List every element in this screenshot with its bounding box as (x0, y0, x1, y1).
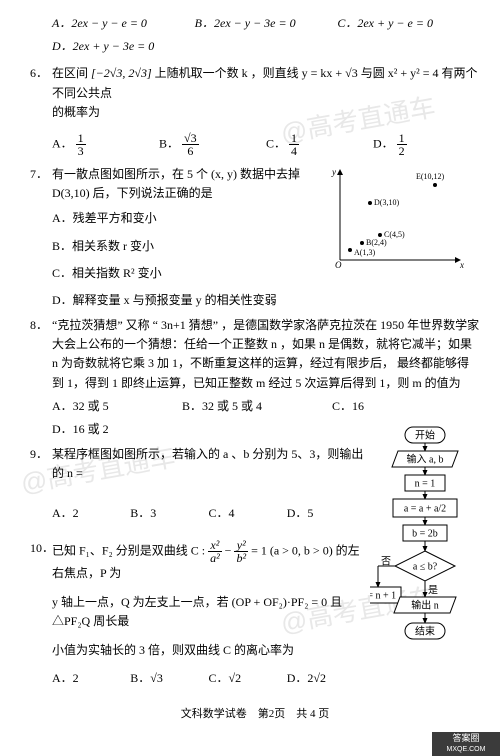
q10-line1: 已知 F₁、F₂ 分别是双曲线 C : x²a² − y²b² = 1 (a >… (52, 539, 365, 583)
flow-init: n = 1 (415, 478, 436, 489)
x-axis-label: x (459, 260, 464, 270)
q5-option-d: D．2ex + y − 3e = 0 (30, 37, 480, 56)
flow-step-a: a = a + a/2 (404, 503, 446, 514)
q6-a-den: 3 (76, 145, 86, 157)
q10-option-b: B．√3 (130, 669, 208, 688)
q10-option-c: C．√2 (209, 669, 287, 688)
q6-b-num: √3 (182, 132, 199, 145)
y-axis-label: y (331, 167, 336, 177)
q10-minus: − (225, 543, 235, 557)
q8-option-c: C．16 (332, 397, 432, 416)
point-d-label: D(3,10) (374, 198, 399, 207)
flow-end: 结束 (415, 624, 435, 637)
point-a-label: A(1,3) (354, 248, 375, 257)
q7-number: 7． (30, 165, 52, 203)
q6-b-label: B． (159, 136, 179, 150)
q9-text: 某程序框图如图所示，若输入的 a 、b 分别为 5、3，则输出的 n = (52, 445, 365, 483)
q8-number: 8． (30, 316, 52, 393)
corner-line1: 答案圈 (432, 733, 500, 744)
q5-option-a: A．2ex − y − e = 0 (52, 14, 195, 33)
point-c-label: C(4,5) (384, 230, 405, 239)
corner-line2: MXQE.COM (432, 744, 500, 755)
q10-frac1n: x² (208, 539, 222, 552)
q10-option-d: D．2√2 (287, 669, 365, 688)
q7-option-d: D．解释变量 x 与预报变量 y 的相关性变弱 (30, 291, 480, 310)
q6-c-label: C． (266, 136, 286, 150)
q6-d-num: 1 (397, 132, 407, 145)
scatter-plot: O x y A(1,3) B(2,4) C(4,5) D(3,10) E(10,… (330, 165, 470, 275)
q6-option-c: C． 14 (266, 132, 373, 157)
q6-c-num: 1 (289, 132, 299, 145)
q8-text: “克拉茨猜想” 又称 “ 3n+1 猜想” ，是德国数学家洛萨克拉茨在 1950… (52, 316, 480, 393)
q6-b-den: 6 (182, 145, 199, 157)
q6-a-label: A． (52, 136, 73, 150)
flow-start: 开始 (415, 428, 435, 441)
q6-d-den: 2 (397, 145, 407, 157)
q9-option-b: B．3 (130, 504, 208, 523)
q9-number: 9． (30, 445, 52, 483)
q5-option-c: C．2ex + y − e = 0 (337, 14, 480, 33)
q6-text-before: 在区间 (52, 66, 88, 80)
q6-option-d: D． 12 (373, 132, 480, 157)
q10-line3: 小值为实轴长的 3 倍，则双曲线 C 的离心率为 (30, 641, 365, 660)
q6-option-b: B． √36 (159, 132, 266, 157)
flowchart: 开始 输入 a, b n = 1 a = a + a/2 b = 2b a ≤ … (370, 425, 480, 675)
q6-text-after: 的概率为 (52, 105, 100, 119)
point-e (433, 183, 437, 187)
point-c (378, 233, 382, 237)
page-footer: 文科数学试卷 第2页 共 4 页 (30, 706, 480, 724)
q5-options-row1: A．2ex − y − e = 0 B．2ex − y − 3e = 0 C．2… (30, 14, 480, 33)
q6-c-den: 4 (289, 145, 299, 157)
q6-text: 在区间 [−2√3, 2√3] 上随机取一个数 k ，则直线 y = kx + … (52, 64, 480, 122)
q10-frac1d: a² (208, 552, 222, 564)
q6-interval: [−2√3, 2√3] (91, 66, 152, 80)
q6-number: 6． (30, 64, 52, 122)
q10-line2: y 轴上一点，Q 为左支上一点，若 (OP + OF₂)·PF₂ = 0 且 △… (30, 593, 365, 631)
flow-step-b: b = 2b (412, 528, 438, 539)
origin-label: O (335, 260, 342, 270)
point-e-label: E(10,12) (416, 172, 445, 181)
q10-frac2n: y² (234, 539, 248, 552)
flow-yes: 是 (428, 584, 438, 596)
point-d (368, 201, 372, 205)
q8-option-b: B．32 或 5 或 4 (182, 397, 312, 416)
point-b (360, 241, 364, 245)
q6-d-label: D． (373, 136, 394, 150)
flow-inc: n = n + 1 (370, 590, 396, 601)
point-a (348, 248, 352, 252)
flow-no: 否 (381, 555, 391, 567)
flow-cond: a ≤ b? (413, 561, 438, 572)
q8-option-a: A．32 或 5 (52, 397, 162, 416)
q9-option-a: A．2 (52, 504, 130, 523)
q6-a-num: 1 (76, 132, 86, 145)
corner-badge: 答案圈 MXQE.COM (432, 732, 500, 756)
q9-option-c: C．4 (209, 504, 287, 523)
flow-input: 输入 a, b (407, 452, 444, 465)
q10-option-a: A．2 (52, 669, 130, 688)
q10-line1a: 已知 F₁、F₂ 分别是双曲线 C : (52, 543, 208, 557)
q10-number: 10． (30, 539, 52, 583)
q5-option-b: B．2ex − y − 3e = 0 (195, 14, 338, 33)
q6-option-a: A． 13 (52, 132, 159, 157)
point-b-label: B(2,4) (366, 238, 387, 247)
q9-option-d: D．5 (287, 504, 365, 523)
q10-frac2d: b² (234, 552, 248, 564)
flow-output: 输出 n (411, 598, 439, 611)
